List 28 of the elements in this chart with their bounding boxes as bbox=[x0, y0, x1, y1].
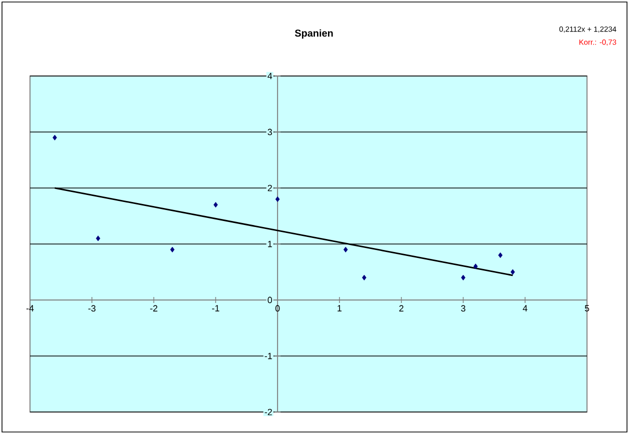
y-tick-label: 2 bbox=[268, 184, 272, 192]
point bbox=[275, 196, 280, 202]
point bbox=[498, 252, 503, 258]
x-tick-label: -4 bbox=[26, 305, 34, 312]
x-tick-label: 4 bbox=[522, 305, 528, 312]
point bbox=[362, 274, 366, 280]
x-tick-label: 5 bbox=[584, 305, 590, 312]
x-tick-label: 2 bbox=[399, 305, 404, 312]
x-tick-label: -1 bbox=[212, 305, 220, 312]
x-tick-label: 3 bbox=[461, 305, 466, 312]
y-tick-label: -2 bbox=[264, 408, 272, 416]
x-tick-label: 0 bbox=[275, 305, 280, 312]
chart-title: Spanien bbox=[294, 29, 333, 39]
point bbox=[461, 274, 466, 280]
x-tick-label: -3 bbox=[88, 305, 96, 312]
y-tick-label: 0 bbox=[268, 296, 272, 304]
point bbox=[170, 246, 174, 252]
y-tick-label: 1 bbox=[268, 240, 272, 248]
x-tick-label: -2 bbox=[150, 305, 158, 312]
y-tick-label: 4 bbox=[268, 72, 272, 80]
point bbox=[510, 269, 515, 275]
point bbox=[473, 264, 478, 270]
y-tick-label: 3 bbox=[268, 128, 272, 136]
x-tick-label: 1 bbox=[338, 305, 342, 312]
point bbox=[96, 236, 100, 242]
y-tick-label: -1 bbox=[264, 352, 272, 360]
point bbox=[52, 134, 57, 140]
point bbox=[343, 246, 348, 252]
